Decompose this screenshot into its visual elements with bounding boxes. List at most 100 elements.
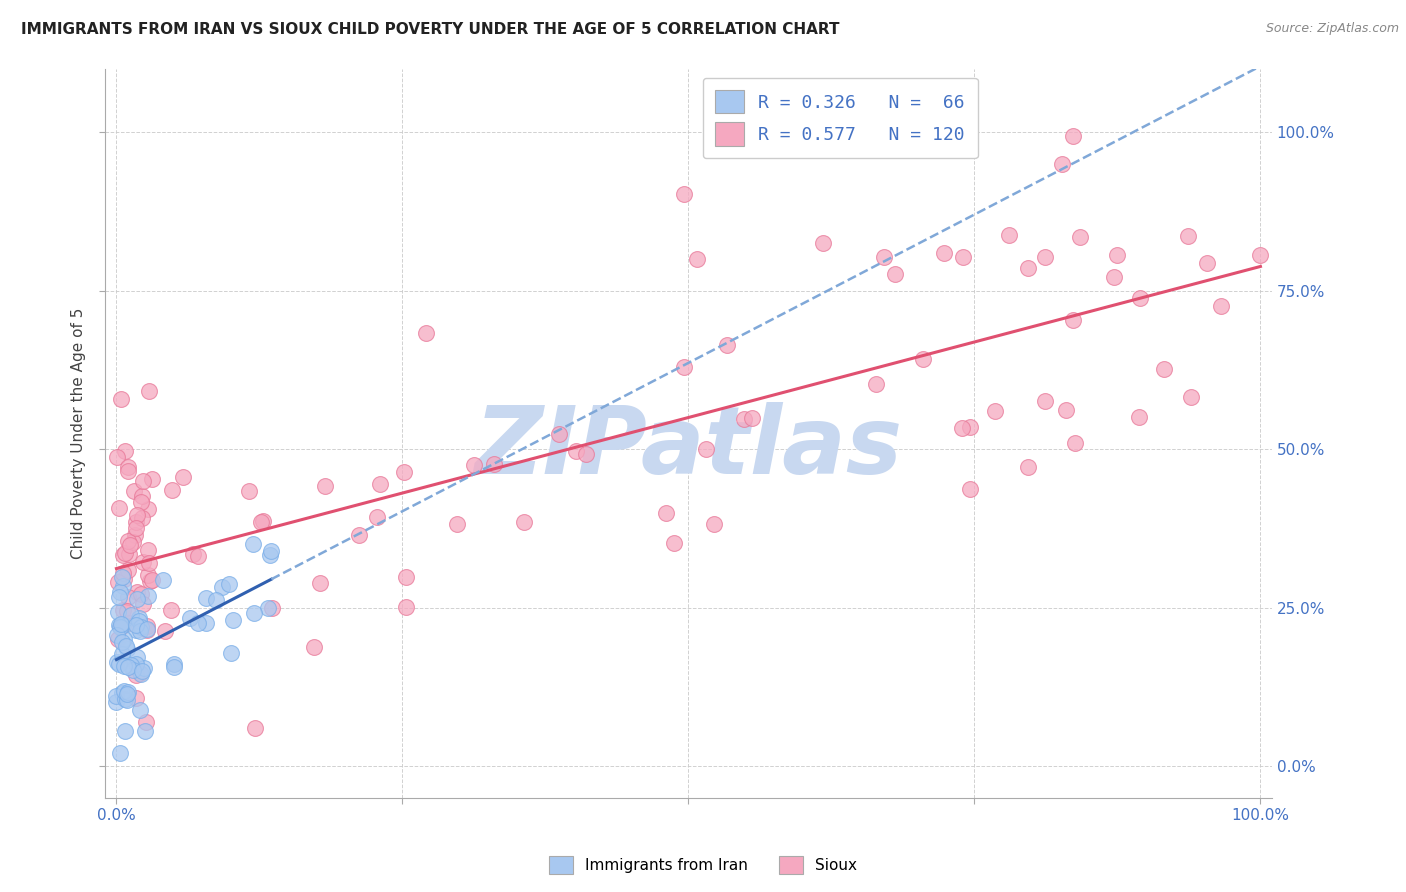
Point	[112, 684, 135, 698]
Text: IMMIGRANTS FROM IRAN VS SIOUX CHILD POVERTY UNDER THE AGE OF 5 CORRELATION CHART: IMMIGRANTS FROM IRAN VS SIOUX CHILD POVE…	[21, 22, 839, 37]
Point	[114, 723, 136, 738]
Point	[136, 589, 159, 603]
Point	[218, 576, 240, 591]
Legend: R = 0.326   N =  66, R = 0.577   N = 120: R = 0.326 N = 66, R = 0.577 N = 120	[703, 78, 977, 158]
Point	[1033, 250, 1056, 264]
Point	[122, 663, 145, 677]
Point	[114, 444, 136, 458]
Point	[129, 620, 152, 634]
Point	[118, 548, 141, 562]
Point	[111, 566, 134, 580]
Point	[997, 227, 1019, 242]
Point	[136, 502, 159, 516]
Point	[115, 687, 138, 701]
Point	[120, 658, 142, 673]
Point	[252, 514, 274, 528]
Point	[1129, 291, 1152, 305]
Point	[105, 450, 128, 464]
Point	[112, 572, 135, 586]
Point	[117, 642, 139, 657]
Point	[302, 640, 325, 655]
Point	[242, 537, 264, 551]
Point	[873, 251, 896, 265]
Point	[110, 392, 132, 406]
Point	[118, 616, 141, 631]
Point	[222, 614, 245, 628]
Point	[1069, 230, 1091, 244]
Point	[105, 689, 128, 703]
Point	[257, 601, 280, 615]
Point	[1249, 247, 1271, 261]
Point	[132, 474, 155, 488]
Point	[111, 647, 134, 661]
Point	[205, 592, 228, 607]
Point	[695, 442, 717, 456]
Point	[111, 548, 134, 562]
Point	[741, 411, 763, 425]
Point	[127, 650, 149, 665]
Point	[110, 620, 132, 634]
Point	[211, 580, 233, 594]
Point	[172, 470, 194, 484]
Point	[129, 587, 152, 601]
Point	[1209, 299, 1232, 313]
Point	[153, 624, 176, 639]
Point	[125, 508, 148, 522]
Point	[125, 668, 148, 682]
Point	[120, 608, 142, 623]
Point	[107, 632, 129, 646]
Point	[111, 635, 134, 649]
Point	[108, 501, 131, 516]
Point	[141, 472, 163, 486]
Point	[662, 536, 685, 550]
Point	[1177, 228, 1199, 243]
Point	[160, 603, 183, 617]
Point	[547, 427, 569, 442]
Point	[120, 538, 142, 552]
Point	[111, 579, 134, 593]
Point	[134, 661, 156, 675]
Point	[260, 543, 283, 558]
Point	[221, 646, 243, 660]
Point	[117, 563, 139, 577]
Point	[111, 686, 134, 700]
Point	[415, 326, 437, 341]
Point	[117, 659, 139, 673]
Point	[1153, 362, 1175, 376]
Point	[1017, 460, 1039, 475]
Point	[1017, 260, 1039, 275]
Point	[125, 584, 148, 599]
Point	[108, 657, 131, 672]
Point	[179, 611, 201, 625]
Point	[105, 694, 128, 708]
Point	[136, 543, 159, 558]
Point	[107, 618, 129, 632]
Point	[112, 659, 135, 673]
Point	[811, 236, 834, 251]
Point	[111, 569, 134, 583]
Point	[139, 574, 162, 588]
Point	[716, 338, 738, 352]
Point	[125, 515, 148, 529]
Point	[392, 465, 415, 479]
Point	[105, 655, 128, 669]
Point	[105, 627, 128, 641]
Point	[685, 252, 707, 267]
Point	[187, 615, 209, 630]
Point	[308, 575, 330, 590]
Point	[565, 443, 588, 458]
Point	[125, 623, 148, 637]
Point	[395, 600, 418, 615]
Point	[131, 510, 153, 524]
Point	[446, 516, 468, 531]
Point	[115, 693, 138, 707]
Point	[1033, 394, 1056, 409]
Point	[194, 615, 217, 630]
Point	[703, 517, 725, 532]
Point	[1128, 410, 1150, 425]
Point	[187, 549, 209, 564]
Point	[128, 624, 150, 639]
Point	[245, 721, 267, 735]
Point	[243, 606, 266, 620]
Point	[124, 528, 146, 542]
